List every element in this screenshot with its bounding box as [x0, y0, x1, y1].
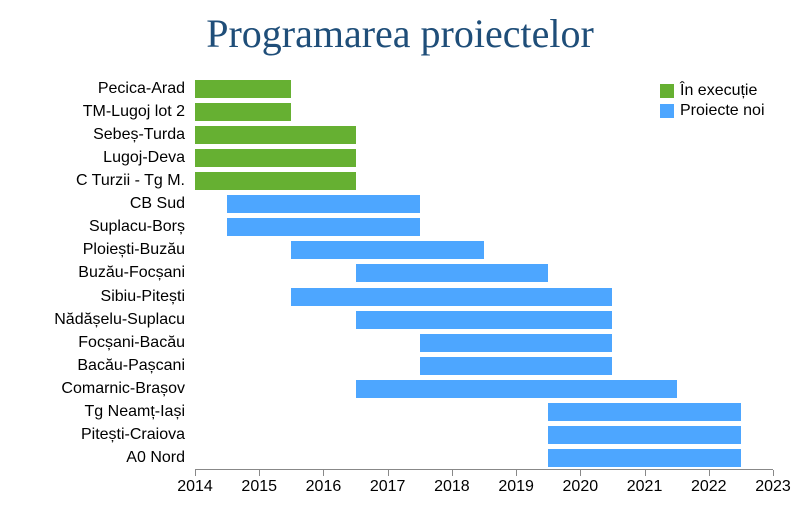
- project-label: Focșani-Bacău: [78, 334, 195, 352]
- project-bar: [195, 80, 291, 98]
- x-axis-label: 2019: [498, 478, 534, 496]
- project-label: Pecica-Arad: [98, 80, 195, 98]
- project-bar: [356, 264, 549, 282]
- project-label: C Turzii - Tg M.: [76, 172, 195, 190]
- x-axis-label: 2022: [691, 478, 727, 496]
- project-label: TM-Lugoj lot 2: [83, 103, 195, 121]
- project-label: Sebeș-Turda: [93, 126, 195, 144]
- x-axis-tick: [516, 470, 517, 476]
- x-axis-tick: [259, 470, 260, 476]
- project-bar: [420, 334, 613, 352]
- project-bar: [548, 449, 741, 467]
- project-label: Ploiești-Buzău: [83, 241, 195, 259]
- project-bar: [195, 172, 356, 190]
- project-label: CB Sud: [130, 195, 195, 213]
- project-label: Sibiu-Pitești: [101, 288, 195, 306]
- project-label: Nădășelu-Suplacu: [54, 311, 195, 329]
- x-axis-label: 2018: [434, 478, 470, 496]
- page: Programarea proiectelor 2014201520162017…: [0, 0, 800, 514]
- project-label: Buzău-Focșani: [78, 264, 195, 282]
- legend-item: În execuție: [660, 82, 765, 100]
- x-axis-tick: [580, 470, 581, 476]
- x-axis-tick: [709, 470, 710, 476]
- gantt-chart: 2014201520162017201820192020202120222023…: [195, 78, 773, 470]
- legend-swatch: [660, 84, 674, 98]
- x-axis-label: 2023: [755, 478, 791, 496]
- project-label: Suplacu-Borș: [89, 218, 195, 236]
- project-bar: [548, 403, 741, 421]
- legend-label: În execuție: [680, 82, 757, 100]
- project-bar: [548, 426, 741, 444]
- project-label: Lugoj-Deva: [103, 149, 195, 167]
- x-axis-tick: [452, 470, 453, 476]
- project-bar: [356, 380, 677, 398]
- project-label: Bacău-Pașcani: [77, 357, 195, 375]
- x-axis-tick: [195, 470, 196, 476]
- x-axis-tick: [773, 470, 774, 476]
- x-axis-tick: [323, 470, 324, 476]
- project-label: A0 Nord: [126, 449, 195, 467]
- legend-item: Proiecte noi: [660, 102, 765, 120]
- page-title: Programarea proiectelor: [0, 10, 800, 57]
- x-axis-label: 2015: [241, 478, 277, 496]
- project-label: Pitești-Craiova: [81, 426, 195, 444]
- project-bar: [227, 218, 420, 236]
- project-bar: [195, 149, 356, 167]
- x-axis-label: 2014: [177, 478, 213, 496]
- project-bar: [356, 311, 613, 329]
- project-bar: [227, 195, 420, 213]
- project-bar: [195, 126, 356, 144]
- project-label: Comarnic-Brașov: [61, 380, 195, 398]
- x-axis-label: 2017: [370, 478, 406, 496]
- x-axis-tick: [388, 470, 389, 476]
- x-axis-tick: [645, 470, 646, 476]
- legend: În execuție Proiecte noi: [660, 82, 765, 122]
- project-bar: [420, 357, 613, 375]
- project-bar: [291, 241, 484, 259]
- x-axis-label: 2016: [306, 478, 342, 496]
- project-bar: [195, 103, 291, 121]
- x-axis-label: 2020: [563, 478, 599, 496]
- project-bar: [291, 288, 612, 306]
- legend-label: Proiecte noi: [680, 102, 765, 120]
- project-label: Tg Neamț-Iași: [85, 403, 195, 421]
- legend-swatch: [660, 104, 674, 118]
- x-axis-label: 2021: [627, 478, 663, 496]
- x-axis-baseline: [195, 469, 773, 470]
